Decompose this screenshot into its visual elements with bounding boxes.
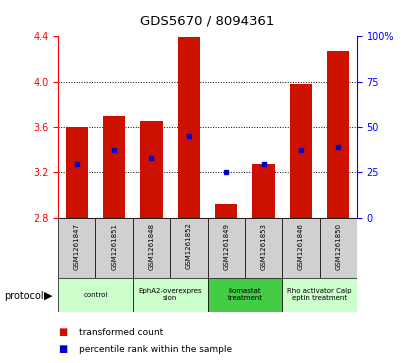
Bar (320, 218, 357, 278)
Text: GDS5670 / 8094361: GDS5670 / 8094361 (140, 15, 275, 28)
Bar (290, 84, 312, 218)
Text: GSM1261850: GSM1261850 (335, 223, 341, 270)
Bar (282, 278, 357, 312)
Text: GSM1261848: GSM1261848 (149, 223, 154, 270)
Text: Ilomastat
treatment: Ilomastat treatment (227, 289, 262, 301)
Bar (178, 37, 200, 218)
Bar (66, 127, 88, 218)
Text: percentile rank within the sample: percentile rank within the sample (79, 345, 232, 354)
Text: GSM1261847: GSM1261847 (74, 223, 80, 270)
Text: ■: ■ (58, 327, 67, 337)
Bar (95, 218, 133, 278)
Text: protocol: protocol (4, 291, 44, 301)
Text: GSM1261849: GSM1261849 (223, 223, 229, 270)
Text: EphA2-overexpres
sion: EphA2-overexpres sion (138, 289, 202, 301)
Bar (103, 116, 125, 218)
Text: GSM1261852: GSM1261852 (186, 223, 192, 269)
Text: control: control (83, 292, 107, 298)
Text: GSM1261846: GSM1261846 (298, 223, 304, 270)
Bar (140, 121, 163, 218)
Text: ▶: ▶ (44, 291, 52, 301)
Text: transformed count: transformed count (79, 328, 163, 337)
Bar (133, 278, 208, 312)
Text: GSM1261853: GSM1261853 (261, 223, 266, 270)
Bar (208, 278, 282, 312)
Text: GSM1261851: GSM1261851 (111, 223, 117, 270)
Text: ■: ■ (58, 344, 67, 354)
Bar (215, 204, 237, 218)
Bar (252, 164, 275, 218)
Bar (58, 218, 95, 278)
Bar (208, 218, 245, 278)
Bar (245, 218, 282, 278)
Bar (58, 278, 133, 312)
Bar (133, 218, 170, 278)
Text: Rho activator Calp
eptin treatment: Rho activator Calp eptin treatment (287, 289, 352, 301)
Bar (170, 218, 208, 278)
Bar (327, 51, 349, 218)
Bar (282, 218, 320, 278)
